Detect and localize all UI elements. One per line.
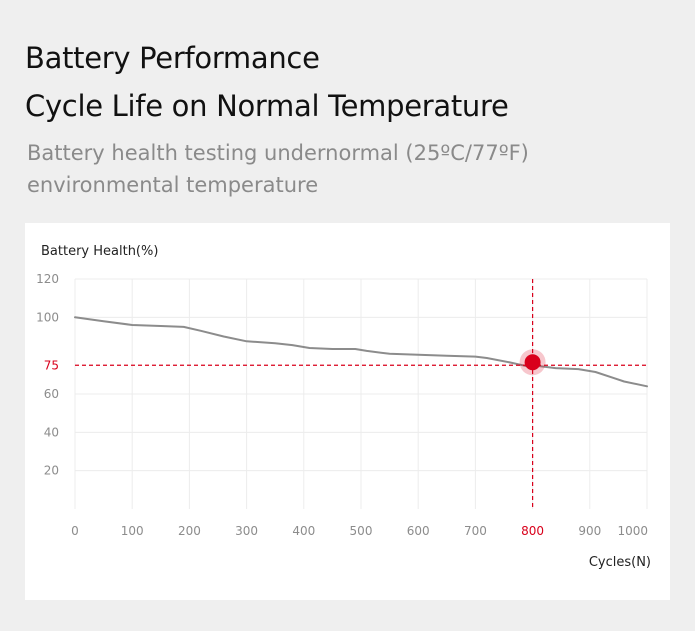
x-tick-label: 900: [578, 524, 601, 538]
x-tick-label: 500: [350, 524, 373, 538]
x-tick-label: 100: [121, 524, 144, 538]
y-tick-label: 40: [44, 425, 59, 439]
highlight-point: [524, 354, 541, 371]
chart-card: 20 40 60 100 120 75 0 100 200 300 400 500 600 700 900 1…: [25, 223, 670, 600]
highlight-x-label: 800: [521, 524, 544, 538]
x-tick-label: 700: [464, 524, 487, 538]
x-tick-label: 0: [71, 524, 79, 538]
x-tick-label: 400: [292, 524, 315, 538]
x-tick-label: 600: [407, 524, 430, 538]
battery-health-chart: 20 40 60 100 120 75 0 100 200 300 400 500 600 700 900 1…: [36, 272, 649, 538]
x-tick-label: 300: [235, 524, 258, 538]
x-tick-label: 1000: [617, 524, 648, 538]
y-tick-label: 60: [44, 387, 59, 401]
page-heading: Battery Performance Cycle Life on Normal…: [25, 34, 509, 130]
y-tick-label: 20: [44, 464, 59, 478]
battery-health-line: [74, 316, 648, 388]
page-subtitle: Battery health testing undernormal (25ºC…: [27, 141, 529, 197]
y-axis-label: Battery Health(%): [41, 244, 159, 259]
x-axis-label: Cycles(N): [588, 555, 651, 570]
page-title-line2: Cycle Life on Normal Temperature: [25, 89, 509, 123]
page-title: Battery Performance: [25, 41, 320, 75]
highlight-y-label: 75: [44, 358, 59, 372]
y-tick-label: 100: [36, 310, 59, 324]
y-tick-label: 120: [36, 272, 59, 286]
x-tick-label: 200: [178, 524, 201, 538]
